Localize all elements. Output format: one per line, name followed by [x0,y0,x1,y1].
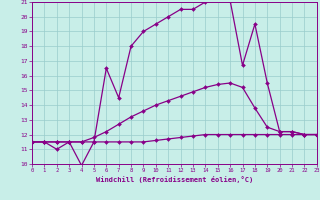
X-axis label: Windchill (Refroidissement éolien,°C): Windchill (Refroidissement éolien,°C) [96,176,253,183]
